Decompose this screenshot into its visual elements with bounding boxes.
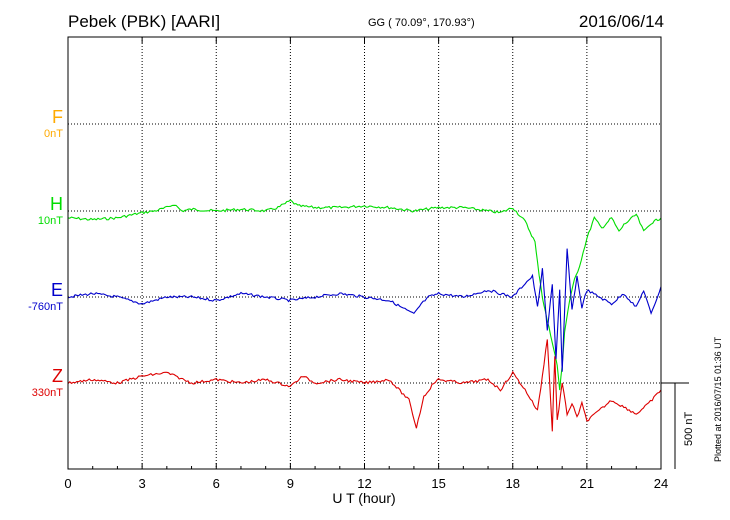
label-F: F 0nT — [44, 107, 63, 140]
coordinates: GG ( 70.09°, 170.93°) — [368, 17, 475, 29]
x-tick-label-0: 0 — [64, 476, 71, 491]
x-tick-label-3: 9 — [287, 476, 294, 491]
station-title: Pebek (PBK) [AARI] — [68, 12, 221, 31]
scale-bar: 500 nT — [661, 382, 695, 469]
x-tick-label-1: 3 — [139, 476, 146, 491]
plotted-timestamp: Plotted at 2016/07/15 01:36 UT — [713, 336, 723, 462]
series-name-F: F — [52, 107, 63, 127]
series-offset-Z: 330nT — [31, 387, 63, 399]
scale-bar-label: 500 nT — [683, 411, 695, 446]
x-tick-label-8: 24 — [654, 476, 668, 491]
series-name-Z: Z — [52, 366, 63, 386]
series-offset-H: 10nT — [37, 215, 63, 227]
series-line-Z — [67, 339, 662, 432]
label-E: E -760nT — [28, 280, 63, 313]
series-line-E — [67, 248, 662, 372]
date-label: 2016/06/14 — [578, 12, 664, 31]
series-name-H: H — [50, 194, 63, 214]
x-tick-label-7: 21 — [580, 476, 594, 491]
x-ticks: 0 3 6 9 12 15 18 21 24 — [64, 37, 668, 491]
series-layer — [67, 199, 662, 432]
label-Z: Z 330nT — [32, 366, 63, 399]
series-offset-F: 0nT — [44, 128, 63, 140]
series-offset-E: -760nT — [28, 301, 63, 313]
x-tick-label-4: 12 — [357, 476, 371, 491]
x-tick-label-5: 15 — [431, 476, 445, 491]
x-tick-label-6: 18 — [506, 476, 520, 491]
label-H: H 10nT — [38, 194, 63, 227]
x-tick-label-2: 6 — [213, 476, 220, 491]
x-axis-label: U T (hour) — [332, 490, 395, 506]
series-name-E: E — [50, 280, 63, 300]
